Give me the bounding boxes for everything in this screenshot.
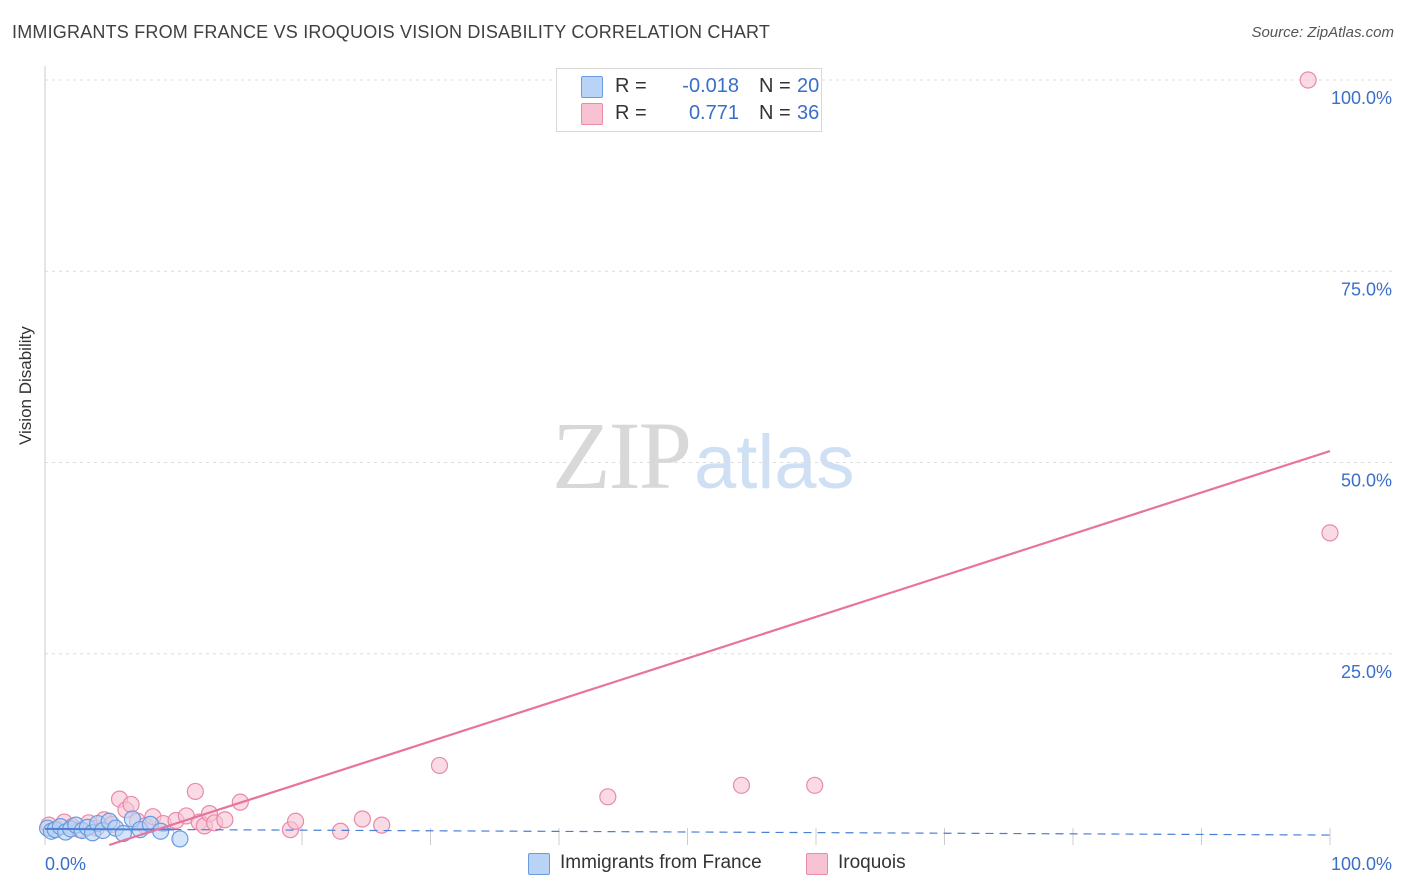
legend-r-value: 0.771 <box>688 102 739 124</box>
legend-n-label: N = <box>759 102 791 124</box>
legend-n-value: 20 <box>797 75 820 97</box>
source-label: Source: ZipAtlas.com <box>1251 24 1394 41</box>
france-point <box>171 830 189 848</box>
watermark: ZIPatlas <box>552 400 855 511</box>
y-tick-label: 100.0% <box>1331 88 1392 108</box>
iroquois-point <box>373 816 391 834</box>
iroquois-trend-line <box>108 449 1331 847</box>
iroquois-point <box>122 795 140 814</box>
iroquois-point <box>216 811 234 829</box>
legend-swatch-pink <box>581 103 603 125</box>
iroquois-point <box>599 788 617 806</box>
legend-n-value: 36 <box>797 102 820 124</box>
iroquois-point <box>353 810 371 828</box>
iroquois-point <box>732 776 751 794</box>
legend-r-label: R = <box>615 102 647 124</box>
y-tick-label: 75.0% <box>1341 279 1392 299</box>
x-tick-label: 0.0% <box>45 854 86 874</box>
bottom-legend-swatch-pink <box>806 853 828 875</box>
iroquois-point <box>186 782 204 801</box>
legend-swatch-blue <box>581 76 603 98</box>
bottom-legend-label: Immigrants from France <box>560 852 762 873</box>
iroquois-point <box>1321 524 1339 542</box>
france-trend-line-dashed <box>173 828 1331 836</box>
y-tick-label: 50.0% <box>1341 471 1392 491</box>
correlation-legend: R = -0.018 N = 20 R = 0.771 N = 36 <box>556 68 822 132</box>
iroquois-point <box>806 776 824 794</box>
iroquois-point <box>286 812 305 830</box>
iroquois-point <box>430 756 449 775</box>
legend-r-label: R = <box>615 75 647 97</box>
chart-title: IMMIGRANTS FROM FRANCE VS IROQUOIS VISIO… <box>12 22 771 42</box>
iroquois-point <box>331 822 350 840</box>
iroquois-point <box>1299 71 1317 89</box>
france-trend-line <box>44 827 174 831</box>
watermark-zip: ZIP <box>552 402 692 509</box>
bottom-legend-swatch-blue <box>528 853 550 875</box>
legend-r-value: -0.018 <box>682 75 739 97</box>
legend-n-label: N = <box>759 75 791 97</box>
y-tick-label: 25.0% <box>1341 662 1392 682</box>
x-tick-label: 100.0% <box>1331 854 1392 874</box>
bottom-legend-label: Iroquois <box>838 852 906 873</box>
